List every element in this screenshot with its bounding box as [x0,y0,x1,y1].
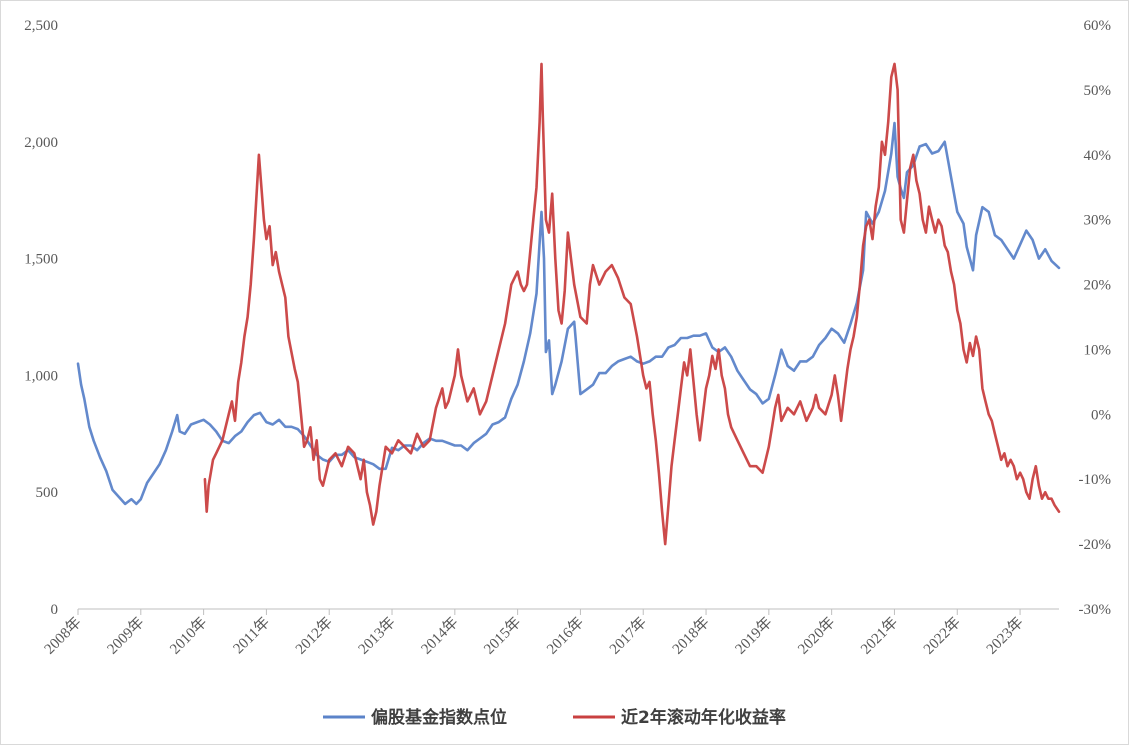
right-tick-label: -30% [1079,602,1112,618]
right-tick-label: 10% [1084,342,1112,358]
right-tick-label: -10% [1079,472,1112,488]
series-layer [76,62,1061,546]
x-tick-label: 2012年 [292,614,336,658]
left-tick-label: 500 [36,485,59,501]
x-tick-label: 2015年 [481,614,525,658]
x-tick-label: 2011年 [230,614,273,657]
x-tick-label: 2018年 [669,614,713,658]
x-tick-label: 2013年 [355,614,399,658]
x-tick-label: 2021年 [857,614,901,658]
x-tick-label: 2016年 [543,614,587,658]
x-tick-label: 2022年 [920,614,964,658]
right-tick-label: 30% [1084,213,1112,229]
right-tick-label: 60% [1084,18,1112,34]
right-tick-label: 0% [1091,407,1111,423]
x-tick-label: 2019年 [732,614,776,658]
legend: 偏股基金指数点位 近2年滚动年化收益率 [323,707,786,728]
left-tick-label: 2,000 [24,135,58,151]
right-tick-label: 40% [1084,148,1112,164]
x-tick-label: 2008年 [41,614,85,658]
right-tick-label: 50% [1084,83,1112,99]
right-tick-label: -20% [1079,537,1112,553]
legend-label-1: 近2年滚动年化收益率 [621,707,786,728]
left-tick-label: 0 [51,602,59,618]
x-tick-label: 2009年 [104,614,148,658]
x-tick-label: 2017年 [606,614,650,658]
left-axis: 0 500 1,000 1,500 2,000 2,500 [24,18,58,618]
left-tick-label: 1,000 [24,368,58,384]
series-line-0 [76,121,1061,506]
right-tick-label: 20% [1084,278,1112,294]
right-axis: -30% -20% -10% 0% 10% 20% 30% 40% 50% 60% [1079,18,1112,618]
x-axis: 2008年 2009年 2010年 2011年 2012年 2013年 2014年 2015年… [41,608,1059,658]
legend-label-0: 偏股基金指数点位 [371,707,507,728]
series-line-1 [203,62,1061,546]
x-tick-label: 2023年 [983,614,1027,658]
left-tick-label: 2,500 [24,18,58,34]
x-tick-label: 2014年 [418,614,462,658]
x-tick-label: 2010年 [167,614,211,658]
left-tick-label: 1,500 [24,252,58,268]
x-tick-label: 2020年 [795,614,839,658]
